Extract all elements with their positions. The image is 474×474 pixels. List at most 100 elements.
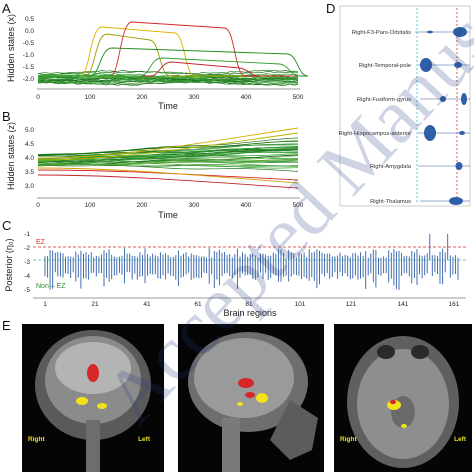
- panel-d: D Right-F3-Pars-Orbitalis Right-Temporal…: [326, 1, 471, 207]
- violin-body: [453, 27, 467, 37]
- panel-b-xtick: 400: [241, 202, 252, 209]
- panel-a-ytick: -2.0: [23, 76, 35, 83]
- panel-b-ytick: 5.0: [25, 127, 34, 134]
- violin-body: [461, 93, 467, 105]
- panel-a-xtick: 0: [36, 94, 40, 101]
- panel-a-ylabel: Hidden states (x): [6, 14, 16, 82]
- panel-b-xticks: 0 100 200 300 400 500: [36, 202, 304, 209]
- panel-a: A Hidden states (x) 0.5 0.0 -0.5 -1.0 -1…: [2, 1, 309, 111]
- mri-label-right: Right: [28, 436, 45, 443]
- non-ez-region-highlight: [237, 402, 243, 406]
- hidden-state-trace: [37, 169, 299, 181]
- panel-c-ylabel: Posterior (η₀): [4, 238, 14, 291]
- panel-c-xtick: 1: [43, 301, 47, 308]
- mri-brainstem: [222, 418, 240, 472]
- panel-c-yticks: -1 -2 -3 -4 -5: [24, 231, 30, 294]
- panel-c-xticks: 1 21 41 61 81 101 121 141 161: [43, 301, 460, 308]
- panel-a-label: A: [2, 1, 11, 16]
- panel-b-xtick: 100: [85, 202, 96, 209]
- panel-b-xtick: 300: [189, 202, 200, 209]
- panel-c-ytick: -5: [24, 287, 30, 294]
- panel-b-yticks: 5.0 4.5 4.0 3.5 3.0: [25, 127, 34, 190]
- violin-body: [424, 125, 436, 141]
- panel-b-ytick: 4.5: [25, 141, 34, 148]
- hidden-state-trace: [37, 137, 299, 156]
- hidden-state-trace: [37, 70, 299, 76]
- panel-b-xtick: 500: [293, 202, 304, 209]
- panel-b: B Hidden states (z) 5.0 4.5 4.0 3.5 3.0 …: [2, 109, 304, 220]
- panel-a-xtick: 500: [293, 94, 304, 101]
- hidden-state-trace: [37, 127, 299, 159]
- non-ez-region-highlight: [76, 397, 88, 405]
- panel-a-xtick: 300: [189, 94, 200, 101]
- panel-b-xtick: 0: [36, 202, 40, 209]
- panel-c-ytick: -3: [24, 259, 30, 266]
- violin-body: [459, 131, 465, 135]
- panel-c-xtick: 101: [295, 301, 306, 308]
- region-label: Right-Hippocampus-anterior: [339, 131, 412, 137]
- panel-c: C Posterior (η₀) -1 -2 -3 -4 -5 EZ Non –…: [2, 218, 466, 318]
- hidden-state-trace: [38, 57, 301, 77]
- violin-body: [420, 58, 432, 72]
- ez-region-highlight: [238, 378, 254, 388]
- panel-c-xtick: 161: [449, 301, 460, 308]
- mri-brain: [194, 338, 294, 418]
- panel-c-ytick: -2: [24, 245, 30, 252]
- mri-sagittal: [178, 324, 324, 472]
- panel-a-ytick: 0.0: [25, 28, 34, 35]
- panel-d-frame: [339, 5, 471, 207]
- hidden-state-trace: [37, 81, 299, 86]
- hidden-state-trace: [37, 132, 299, 161]
- hidden-state-trace: [37, 164, 299, 172]
- hidden-state-trace: [38, 21, 298, 77]
- panel-b-ytick: 4.0: [25, 155, 34, 162]
- non-ez-region-highlight: [401, 424, 407, 428]
- mri-label-left: Left: [454, 436, 467, 443]
- panel-b-label: B: [2, 109, 11, 124]
- hidden-state-trace: [38, 26, 298, 77]
- panel-d-rowlabels: Right-F3-Pars-Orbitalis Right-Temporal-p…: [339, 30, 412, 205]
- panel-e: E Right Left: [2, 318, 472, 472]
- panel-c-xtick: 41: [143, 301, 151, 308]
- violin-body: [427, 30, 433, 34]
- hidden-state-trace: [37, 159, 299, 166]
- panel-c-xtick: 121: [346, 301, 357, 308]
- panel-a-ytick: 0.5: [25, 16, 34, 23]
- panel-b-ytick: 3.5: [25, 169, 34, 176]
- panel-c-xlabel: Brain regions: [223, 308, 277, 318]
- hidden-state-trace: [37, 167, 299, 184]
- panel-a-xtick: 400: [241, 94, 252, 101]
- panel-a-xtick: 200: [137, 94, 148, 101]
- region-label: Right-Fusiform-gyrus: [357, 97, 411, 103]
- mri-brainstem: [86, 420, 100, 472]
- panel-b-ylabel: Hidden states (z): [6, 122, 16, 190]
- mri-orbit: [377, 345, 395, 359]
- panel-d-violins: [415, 27, 470, 205]
- panel-c-xtick: 141: [398, 301, 409, 308]
- violin-body: [440, 96, 446, 102]
- panel-d-label: D: [326, 1, 335, 16]
- mri-face: [270, 400, 318, 460]
- panel-c-ytick: -4: [24, 273, 30, 280]
- hidden-state-trace: [37, 80, 299, 85]
- panel-a-xlabel: Time: [158, 101, 178, 111]
- violin-body: [449, 197, 463, 205]
- panel-a-yticks: 0.5 0.0 -0.5 -1.0 -1.5 -2.0: [23, 16, 35, 83]
- hidden-state-trace: [37, 69, 299, 75]
- panel-b-xlabel: Time: [158, 210, 178, 220]
- panel-b-ytick: 3.0: [25, 183, 34, 190]
- panel-b-xtick: 200: [137, 202, 148, 209]
- panel-a-xticks: 0 100 200 300 400 500: [36, 94, 304, 101]
- ez-region-highlight: [245, 392, 255, 398]
- panel-a-ytick: -1.0: [23, 52, 35, 59]
- region-label: Right-F3-Pars-Orbitalis: [352, 30, 411, 36]
- panel-e-label: E: [2, 318, 11, 333]
- hidden-state-trace: [38, 33, 298, 77]
- mri-label-right: Right: [340, 436, 357, 443]
- non-ez-legend: Non – EZ: [36, 283, 66, 290]
- mri-orbit: [411, 345, 429, 359]
- hidden-state-trace: [37, 151, 299, 161]
- ez-legend: EZ: [36, 239, 46, 246]
- hidden-state-trace: [37, 155, 299, 167]
- panel-a-ytick: -1.5: [23, 64, 35, 71]
